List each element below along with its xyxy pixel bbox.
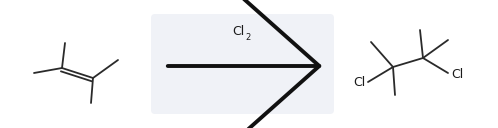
Text: 2: 2 (245, 33, 250, 42)
Text: Cl: Cl (232, 25, 244, 38)
Text: Cl: Cl (353, 77, 365, 89)
Text: Cl: Cl (451, 67, 463, 81)
FancyBboxPatch shape (151, 14, 334, 114)
